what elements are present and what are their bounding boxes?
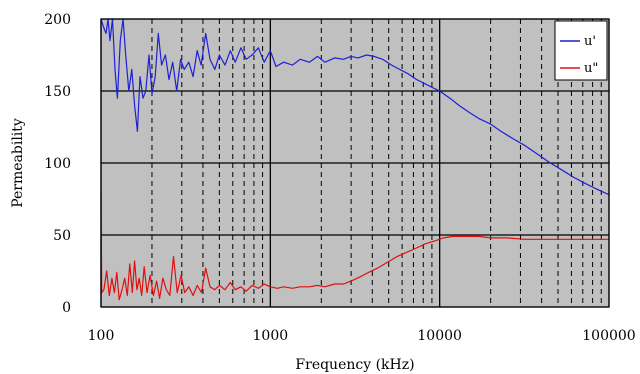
x-tick-label: 10000 xyxy=(417,328,462,344)
legend: u' u" xyxy=(554,20,608,81)
legend-label: u" xyxy=(584,61,598,76)
legend-label: u' xyxy=(584,34,596,49)
y-tick-label: 150 xyxy=(44,84,71,100)
y-axis-title: Permeability xyxy=(10,118,26,208)
y-tick-label: 50 xyxy=(53,228,71,244)
y-tick-label: 100 xyxy=(44,156,71,172)
series-layer xyxy=(100,18,610,301)
x-tick-label: 1000 xyxy=(253,328,289,344)
series-line-u-double-prime xyxy=(100,191,609,301)
x-tick-label: 100000 xyxy=(582,328,635,344)
plot-frame xyxy=(100,18,610,308)
series-line-u-prime xyxy=(100,18,610,196)
y-tick-labels: 0 50 100 150 200 xyxy=(44,12,71,316)
x-tick-label: 100 xyxy=(88,328,115,344)
x-tick-labels: 100 1000 10000 100000 xyxy=(88,328,636,344)
x-axis-title: Frequency (kHz) xyxy=(295,357,414,373)
legend-box xyxy=(554,20,608,81)
y-tick-label: 0 xyxy=(62,300,71,316)
y-tick-label: 200 xyxy=(44,12,71,28)
